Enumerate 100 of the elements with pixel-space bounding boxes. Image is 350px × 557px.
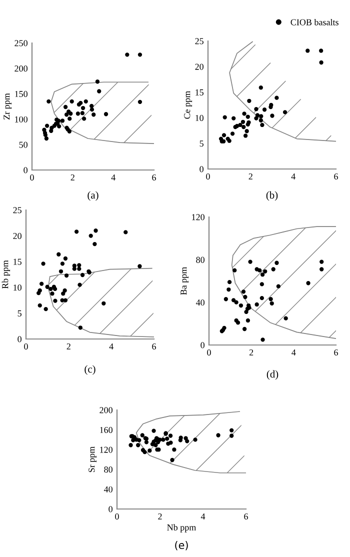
legend-label: CIOB basalts [290,18,338,26]
point [260,296,264,300]
point [274,260,279,265]
point [44,306,48,312]
x-tick-label: 2 [248,173,252,180]
x-tick-label: 6 [244,513,248,520]
point [168,440,173,445]
y-tick-label: 20 [195,64,204,70]
y-tick-label: 0 [108,506,112,512]
point [254,302,259,307]
y-tick-label: 80 [196,256,204,263]
text: (c) [84,365,96,375]
point [68,116,72,121]
x-tick-label: 4 [291,173,296,180]
point [80,111,85,116]
point [63,298,68,302]
point [268,297,273,302]
point [52,286,58,292]
y-tick-label: 15 [14,258,22,265]
point [38,303,42,308]
point [240,120,246,124]
point [138,264,142,268]
point [56,252,61,256]
x-tick-label: 0 [30,174,34,181]
y-tick-label: 10 [14,284,22,291]
x-tick-label: 2 [66,343,70,350]
y-tick-label: 200 [14,66,28,72]
point [238,303,244,308]
line-series [229,41,336,142]
point [138,100,142,104]
point [104,112,108,116]
point [259,114,264,118]
point [222,115,227,120]
x-tick-label: 6 [334,173,338,180]
x-tick-label: 2 [249,349,254,356]
point [70,99,74,104]
point [263,269,268,274]
point [244,310,248,314]
point [97,89,102,94]
y-tick-label: 20 [13,232,22,240]
point [90,107,94,112]
point [156,440,160,444]
x-tick-label: 0 [207,349,211,356]
y-tick-label: 0 [200,166,204,172]
point [306,48,310,53]
point [319,60,324,65]
x-tick-label: 4 [109,343,114,350]
y-tick-label: 15 [196,89,204,96]
point [39,282,44,286]
point [49,128,54,133]
point [60,262,65,266]
x-tick-label: 2 [158,513,162,520]
y-tick-label: 0 [24,167,28,174]
point [270,114,274,118]
point [318,48,324,53]
point [136,443,140,448]
point [242,112,246,116]
text: (b) [266,191,278,201]
x-tick-label: 4 [111,174,116,180]
point [258,86,263,90]
y-axis-title: Ce ppm [184,90,192,119]
point [148,448,152,453]
point [95,80,100,84]
point [152,428,156,433]
point [230,428,234,432]
point [165,436,170,441]
point [170,458,174,462]
y-tick-label: 40 [104,486,112,492]
y-tick-label: 50 [19,142,28,148]
point [172,448,176,452]
y-tick-label: 120 [192,214,204,220]
y-tick-label: 5 [18,310,22,316]
point [46,99,51,104]
point [306,281,310,286]
point [270,301,274,306]
text: (a) [88,191,98,201]
point [178,438,183,442]
point [254,107,258,112]
point [242,326,247,332]
point [258,268,262,272]
point [45,284,50,289]
y-tick-label: 150 [15,90,28,98]
y-tick-label: 200 [100,407,112,414]
point [243,294,248,300]
point [36,290,41,296]
y-tick-label: 100 [15,116,28,122]
point [226,287,231,292]
y-tick-label: 160 [100,426,112,434]
y-tick-label: 25 [195,38,204,44]
x-tick-label: 2 [70,174,74,180]
point [231,298,236,302]
point [243,134,248,138]
point [48,286,53,292]
y-tick-label: 0 [18,336,22,342]
point [58,269,64,274]
point [276,284,281,288]
point [230,434,234,438]
y-axis-title: Zr ppm [4,93,12,120]
point [320,260,324,264]
point [53,298,58,303]
